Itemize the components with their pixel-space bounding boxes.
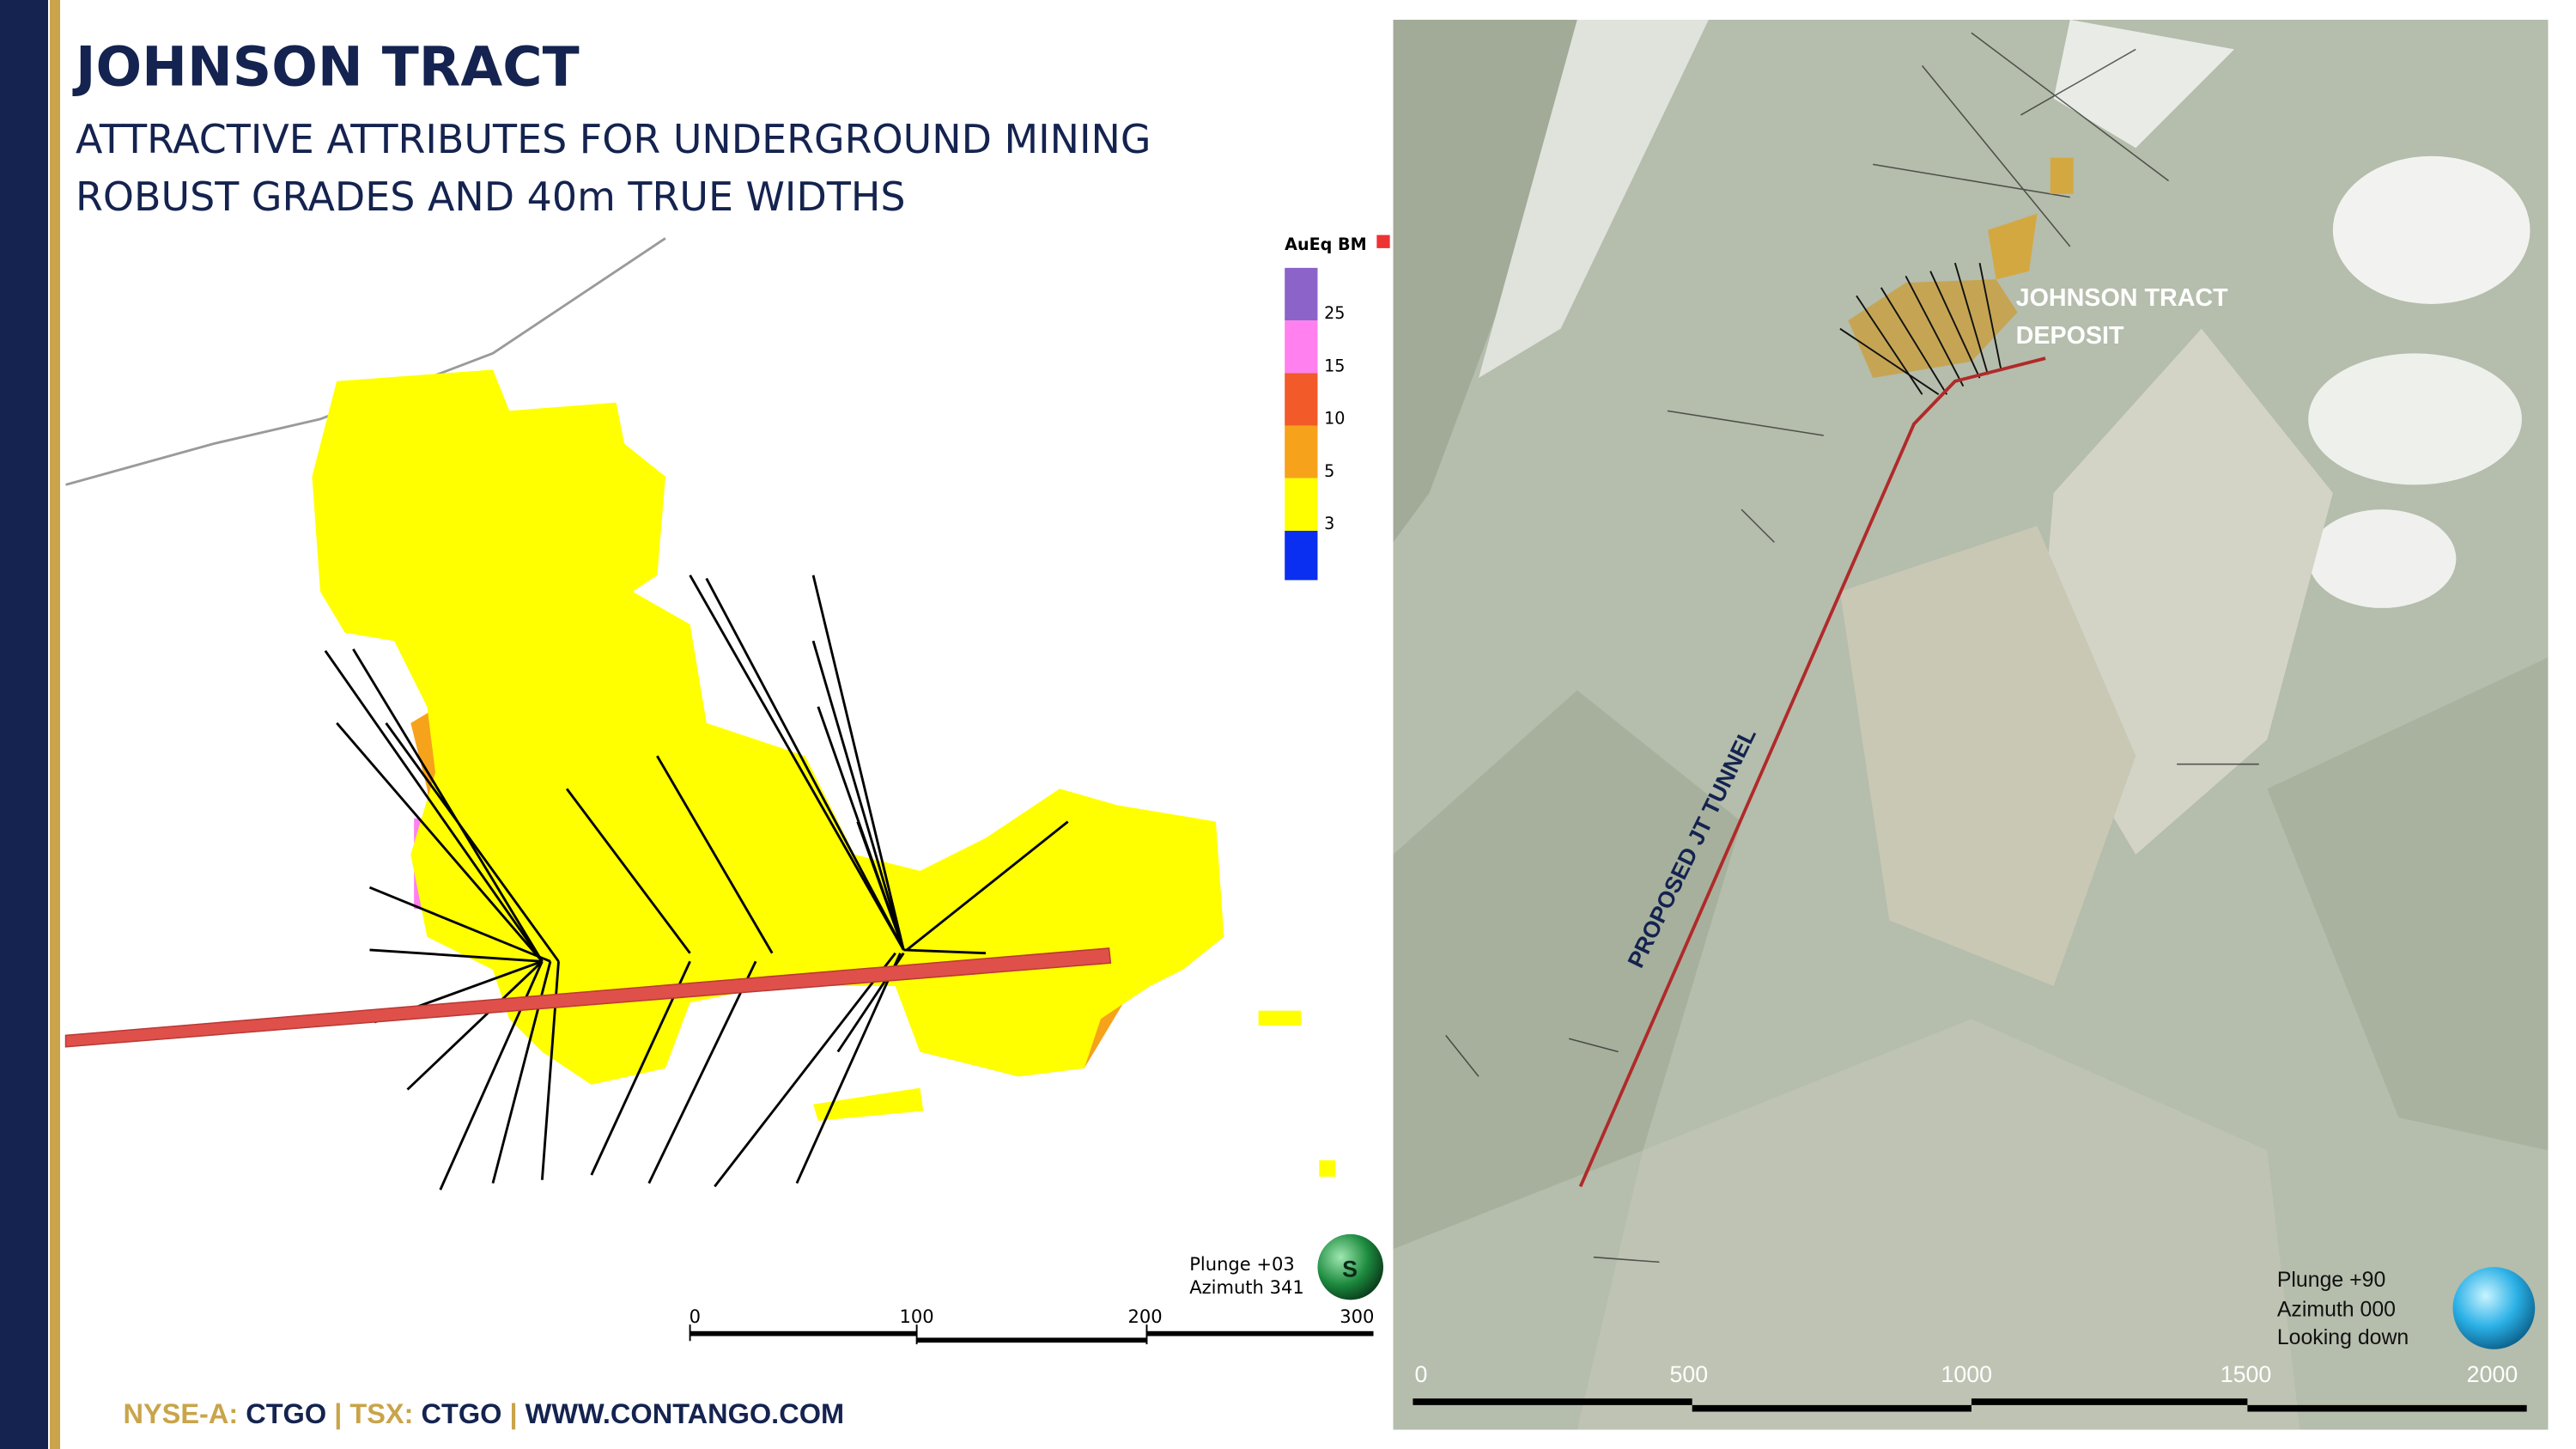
view-label: Looking down bbox=[2277, 1325, 2409, 1349]
legend-swatch bbox=[1285, 425, 1318, 478]
legend-label: 5 bbox=[1324, 461, 1334, 481]
compass-sphere bbox=[2452, 1267, 2536, 1349]
scale-label: 200 bbox=[1127, 1306, 1162, 1327]
legend-swatch bbox=[1285, 320, 1318, 374]
view-label: Plunge +90 bbox=[2277, 1268, 2385, 1292]
deposit-label: JOHNSON TRACT bbox=[2016, 284, 2229, 312]
legend-title: AuEq BM bbox=[1285, 234, 1366, 254]
content: AuEq BM 25 15 10 5 3 Plunge +03 Azimuth … bbox=[64, 19, 2549, 1430]
scale-label: 500 bbox=[1670, 1361, 1709, 1387]
scale-label: 0 bbox=[690, 1306, 701, 1327]
brand-bar bbox=[0, 0, 48, 1449]
legend-label: 10 bbox=[1324, 409, 1345, 429]
legend-swatch bbox=[1285, 267, 1318, 321]
legend: AuEq BM 25 15 10 5 3 bbox=[1285, 234, 1390, 581]
scale-label: 100 bbox=[900, 1306, 934, 1327]
scale-label: 0 bbox=[1415, 1361, 1428, 1387]
footer-part: | bbox=[334, 1398, 342, 1429]
footer-part: | bbox=[509, 1398, 517, 1429]
scale-label: 2000 bbox=[2467, 1361, 2518, 1387]
topo-line bbox=[65, 237, 666, 486]
compass-letter: S bbox=[1342, 1257, 1358, 1282]
footer-part: NYSE-A: bbox=[123, 1398, 238, 1429]
scale-label: 1500 bbox=[2221, 1361, 2272, 1387]
block-model bbox=[64, 237, 1336, 1190]
footer-part: TSX: bbox=[349, 1398, 413, 1429]
scale-label: 1000 bbox=[1941, 1361, 1992, 1387]
legend-label: 3 bbox=[1324, 514, 1334, 533]
proposed-tunnel bbox=[1578, 356, 2046, 1188]
tunnel-section bbox=[64, 947, 1112, 1048]
outlier-block bbox=[1319, 1160, 1336, 1177]
slide-title: JOHNSON TRACT bbox=[72, 34, 580, 98]
footer-part[interactable]: WWW.CONTANGO.COM bbox=[526, 1398, 844, 1429]
legend-swatch bbox=[1285, 530, 1318, 581]
view-label: Azimuth 000 bbox=[2277, 1298, 2396, 1322]
brand-stripe bbox=[50, 0, 60, 1449]
scale-bar bbox=[1413, 1398, 2527, 1412]
footer-part: CTGO bbox=[246, 1398, 326, 1429]
legend-label: 25 bbox=[1324, 303, 1345, 323]
legend-swatch bbox=[1285, 373, 1318, 426]
subtitle: ATTRACTIVE ATTRIBUTES FOR UNDERGROUND MI… bbox=[76, 116, 1151, 162]
subtitle: ROBUST GRADES AND 40m TRUE WIDTHS bbox=[76, 174, 906, 220]
legend-label: 15 bbox=[1324, 356, 1345, 375]
outlier-block bbox=[813, 1087, 924, 1121]
legend-close[interactable] bbox=[1376, 234, 1390, 248]
outlier-block bbox=[1258, 1010, 1302, 1026]
compass-sphere bbox=[1317, 1233, 1383, 1300]
deposit-label: DEPOSIT bbox=[2016, 322, 2124, 350]
view-label: Plunge +03 bbox=[1189, 1253, 1295, 1275]
scale-label: 300 bbox=[1340, 1306, 1374, 1327]
aerial-map: PROPOSED JT TUNNEL JOHNSON TRACT DEPOSIT… bbox=[1393, 19, 2549, 1430]
footer: NYSE-A: CTGO | TSX: CTGO | WWW.CONTANGO.… bbox=[123, 1398, 844, 1429]
plan-drill-holes bbox=[1839, 262, 2002, 395]
scale-bar bbox=[689, 1324, 1374, 1345]
legend-swatch bbox=[1285, 478, 1318, 531]
footer-part: CTGO bbox=[421, 1398, 501, 1429]
view-label: Azimuth 341 bbox=[1189, 1276, 1304, 1298]
